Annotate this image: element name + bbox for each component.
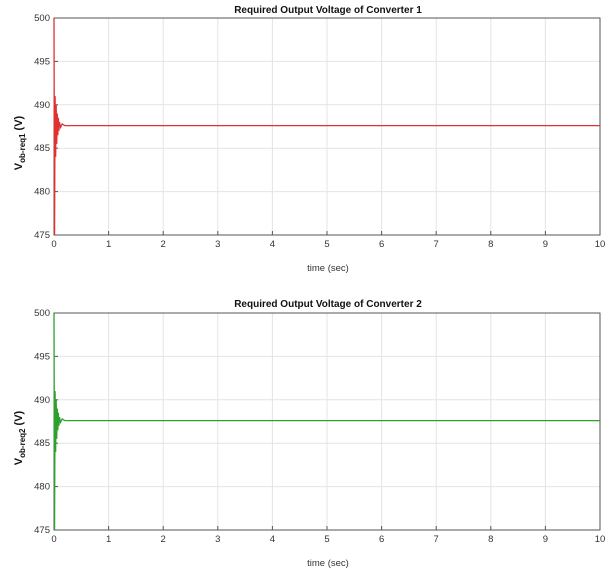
x-axis-label: time (sec) bbox=[307, 558, 349, 569]
y-tick-label: 480 bbox=[34, 482, 50, 493]
y-tick-label: 485 bbox=[34, 143, 50, 154]
x-tick-label: 5 bbox=[324, 239, 329, 250]
y-tick-label: 475 bbox=[34, 525, 50, 536]
y-tick-label: 485 bbox=[34, 438, 50, 449]
x-tick-label: 3 bbox=[215, 534, 220, 545]
x-tick-label: 2 bbox=[161, 239, 166, 250]
x-tick-label: 1 bbox=[106, 534, 111, 545]
x-tick-label: 3 bbox=[215, 239, 220, 250]
chart-title: Required Output Voltage of Converter 1 bbox=[234, 5, 422, 16]
ticks: 0 1 2 3 4 5 6 7 8 9 10 475 480 485 490 495 500 bbox=[34, 308, 605, 545]
x-tick-label: 0 bbox=[51, 534, 56, 545]
x-tick-label: 10 bbox=[595, 534, 606, 545]
x-tick-label: 8 bbox=[488, 239, 493, 250]
series-layer bbox=[53, 17, 600, 236]
x-axis-label: time (sec) bbox=[307, 263, 349, 274]
x-tick-label: 10 bbox=[595, 239, 606, 250]
x-tick-label: 6 bbox=[379, 239, 384, 250]
y-axis-label-unit: (V) bbox=[13, 410, 25, 428]
y-tick-label: 495 bbox=[34, 56, 50, 67]
y-axis-label-symbol: V bbox=[13, 162, 25, 170]
x-tick-label: 0 bbox=[51, 239, 56, 250]
grid bbox=[53, 17, 601, 236]
y-tick-label: 490 bbox=[34, 100, 50, 111]
y-tick-label: 500 bbox=[34, 308, 50, 319]
y-axis-label-symbol: V bbox=[13, 457, 25, 465]
y-tick-label: 490 bbox=[34, 395, 50, 406]
x-tick-label: 2 bbox=[161, 534, 166, 545]
x-tick-label: 9 bbox=[543, 534, 548, 545]
series-layer bbox=[53, 312, 600, 531]
chart-title: Required Output Voltage of Converter 2 bbox=[234, 299, 422, 310]
y-tick-label: 475 bbox=[34, 230, 50, 241]
x-tick-label: 8 bbox=[488, 534, 493, 545]
y-axis-label-unit: (V) bbox=[13, 115, 25, 133]
y-axis-label-subscript: ob-req2 bbox=[18, 428, 27, 458]
x-tick-label: 7 bbox=[434, 534, 439, 545]
x-tick-label: 4 bbox=[270, 239, 275, 250]
x-tick-label: 4 bbox=[270, 534, 275, 545]
chart-converter-1: Required Output Voltage of Converter 1 0… bbox=[13, 5, 605, 274]
series-line bbox=[53, 312, 600, 531]
y-axis-label: Vob-req2 (V) bbox=[13, 410, 27, 465]
x-tick-label: 1 bbox=[106, 239, 111, 250]
x-tick-label: 9 bbox=[543, 239, 548, 250]
y-tick-label: 500 bbox=[34, 13, 50, 24]
y-tick-label: 495 bbox=[34, 351, 50, 362]
y-axis-label-subscript: ob-req1 bbox=[18, 133, 27, 163]
x-tick-label: 5 bbox=[324, 534, 329, 545]
chart-converter-2: Required Output Voltage of Converter 2 0… bbox=[13, 299, 605, 569]
ticks: 0 1 2 3 4 5 6 7 8 9 10 475 480 485 490 495 500 bbox=[34, 13, 605, 250]
x-tick-label: 7 bbox=[434, 239, 439, 250]
y-axis-label: Vob-req1 (V) bbox=[13, 115, 27, 170]
y-tick-label: 480 bbox=[34, 187, 50, 198]
x-tick-label: 6 bbox=[379, 534, 384, 545]
series-line bbox=[53, 17, 600, 236]
grid bbox=[53, 312, 601, 531]
